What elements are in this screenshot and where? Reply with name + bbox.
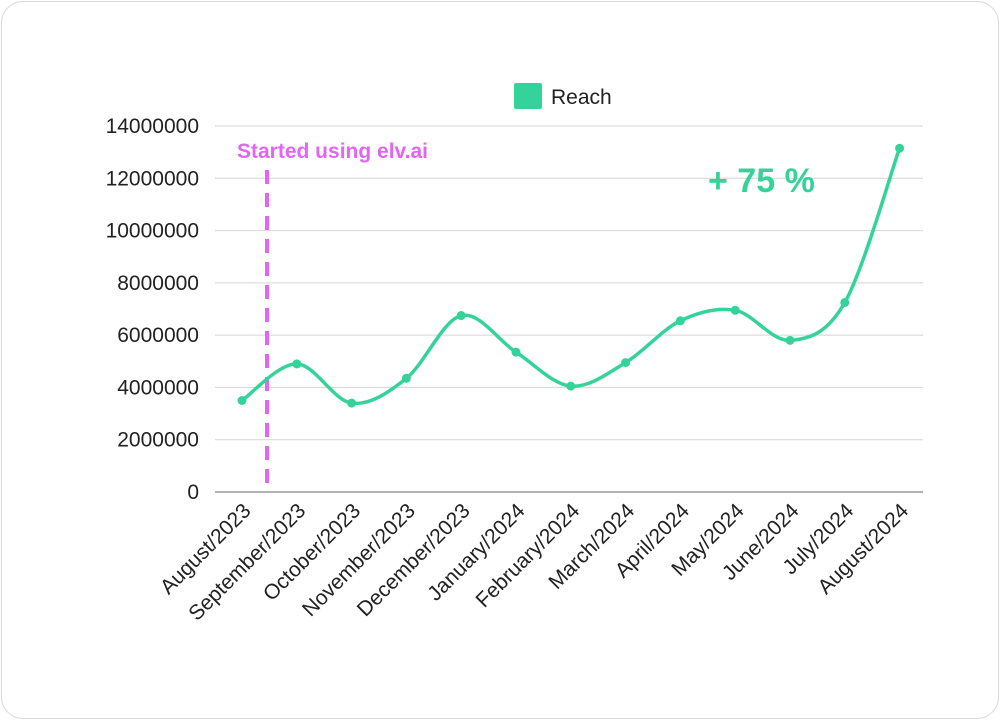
y-tick-label: 12000000 — [106, 167, 199, 190]
start-annotation-label: Started using elv.ai — [237, 140, 428, 163]
data-point — [840, 297, 850, 307]
y-tick-label: 8000000 — [117, 272, 199, 295]
data-point — [292, 359, 302, 369]
data-point — [237, 396, 247, 405]
data-point — [347, 398, 357, 408]
y-tick-label: 10000000 — [106, 220, 199, 243]
y-tick-label: 4000000 — [117, 376, 199, 399]
data-point — [511, 347, 521, 357]
y-tick-label: 0 — [187, 481, 199, 504]
series-reach — [237, 143, 905, 408]
legend-label-reach: Reach — [551, 86, 612, 109]
data-point — [401, 373, 411, 383]
data-point — [895, 143, 905, 153]
y-tick-label: 14000000 — [106, 115, 199, 138]
data-point — [621, 358, 631, 368]
growth-annotation: + 75 % — [708, 162, 815, 200]
data-point — [785, 335, 795, 345]
data-point — [566, 381, 576, 391]
y-tick-label: 6000000 — [117, 324, 199, 347]
legend: Reach — [514, 83, 612, 109]
y-tick-label: 2000000 — [117, 429, 199, 452]
legend-swatch-reach — [514, 83, 542, 109]
data-point — [456, 311, 466, 321]
data-point — [730, 305, 740, 315]
gridlines — [215, 125, 923, 441]
data-point — [675, 316, 685, 326]
